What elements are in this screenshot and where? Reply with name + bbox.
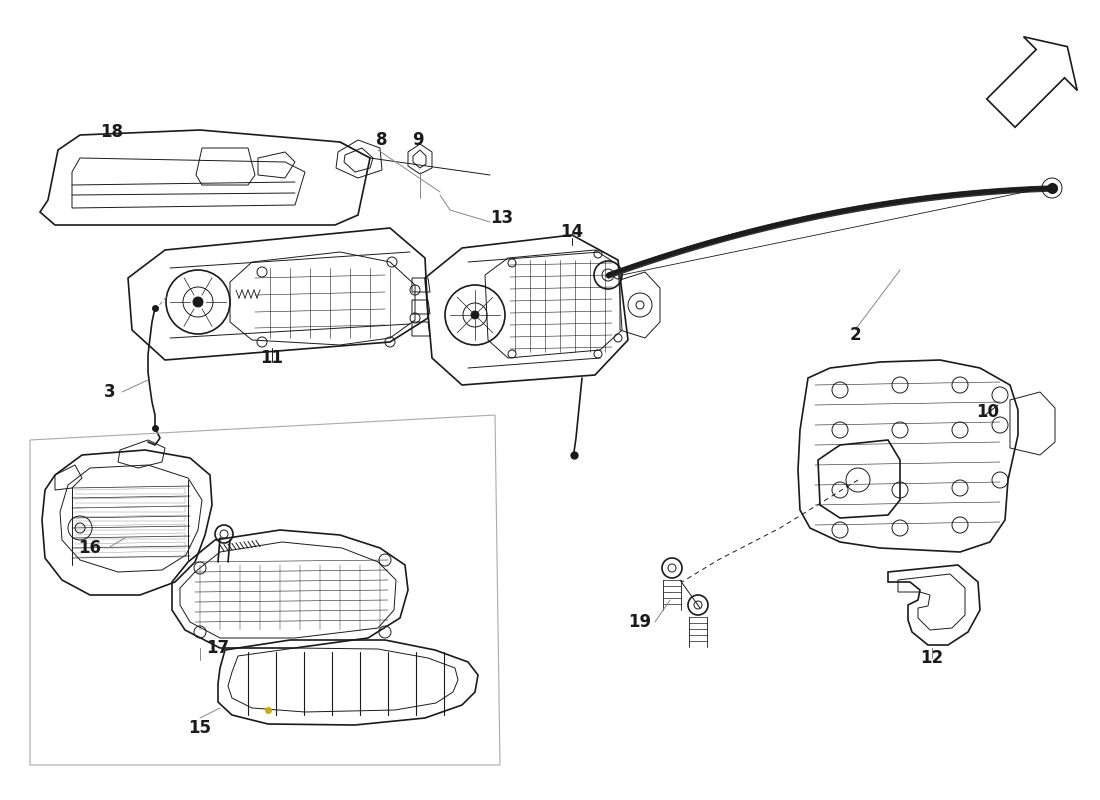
Text: 3: 3	[104, 383, 116, 401]
Text: 18: 18	[100, 123, 123, 141]
Text: 13: 13	[491, 209, 514, 227]
Text: 10: 10	[977, 403, 1000, 421]
Text: 19: 19	[628, 613, 651, 631]
Text: 14: 14	[560, 223, 584, 241]
Text: 17: 17	[207, 639, 230, 657]
Text: 9: 9	[412, 131, 424, 149]
Circle shape	[192, 297, 204, 307]
Text: 2: 2	[849, 326, 861, 344]
Text: 12: 12	[921, 649, 944, 667]
Text: 15: 15	[188, 719, 211, 737]
Text: 8: 8	[376, 131, 387, 149]
Circle shape	[471, 311, 478, 319]
Polygon shape	[987, 37, 1077, 127]
Text: 11: 11	[261, 349, 284, 367]
Text: 16: 16	[78, 539, 101, 557]
